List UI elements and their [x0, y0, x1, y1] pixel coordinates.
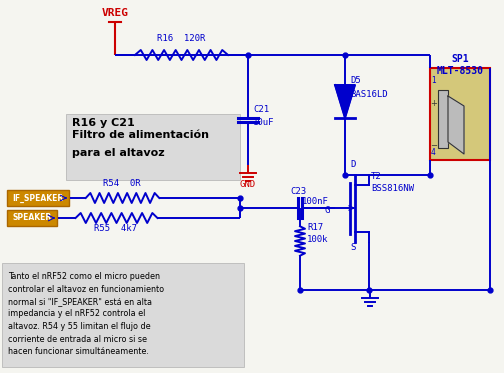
Text: para el altavoz: para el altavoz — [72, 148, 165, 158]
FancyBboxPatch shape — [66, 114, 240, 180]
Text: R55  4k7: R55 4k7 — [95, 224, 138, 233]
Text: BSS816NW: BSS816NW — [371, 184, 414, 193]
Text: 100k: 100k — [307, 235, 329, 244]
Text: VREG: VREG — [101, 8, 129, 18]
Text: S: S — [350, 243, 356, 252]
FancyBboxPatch shape — [7, 190, 69, 206]
Text: C23: C23 — [290, 187, 306, 196]
Text: R17: R17 — [307, 223, 323, 232]
Text: BAS16LD: BAS16LD — [350, 90, 388, 99]
Text: SP1: SP1 — [451, 54, 469, 64]
Text: 100nF: 100nF — [302, 197, 329, 206]
FancyBboxPatch shape — [430, 68, 490, 160]
Text: 10uF: 10uF — [253, 118, 275, 127]
Text: MLT-8530: MLT-8530 — [436, 66, 483, 76]
FancyBboxPatch shape — [2, 263, 244, 367]
FancyBboxPatch shape — [7, 210, 57, 226]
Text: D5: D5 — [350, 76, 361, 85]
Text: GND: GND — [240, 180, 256, 189]
Text: T2: T2 — [371, 172, 382, 181]
Text: 1: 1 — [431, 76, 436, 85]
Polygon shape — [335, 85, 355, 118]
Polygon shape — [448, 96, 464, 154]
Text: +: + — [430, 99, 437, 108]
Text: R16 y C21: R16 y C21 — [72, 118, 135, 128]
FancyBboxPatch shape — [438, 90, 448, 148]
Text: SPEAKER: SPEAKER — [13, 213, 51, 223]
Text: C21: C21 — [253, 105, 269, 114]
Text: −: − — [430, 141, 437, 150]
Text: G: G — [324, 206, 330, 215]
Text: D: D — [350, 160, 356, 169]
Text: IF_SPEAKER: IF_SPEAKER — [13, 194, 64, 203]
Text: Filtro de alimentación: Filtro de alimentación — [72, 130, 209, 140]
Text: Tanto el nRF52 como el micro pueden
controlar el altavoz en funcionamiento
norma: Tanto el nRF52 como el micro pueden cont… — [8, 272, 164, 356]
Text: 4: 4 — [431, 148, 436, 157]
Text: R16  120R: R16 120R — [157, 34, 205, 43]
Text: R54  0R: R54 0R — [103, 179, 141, 188]
